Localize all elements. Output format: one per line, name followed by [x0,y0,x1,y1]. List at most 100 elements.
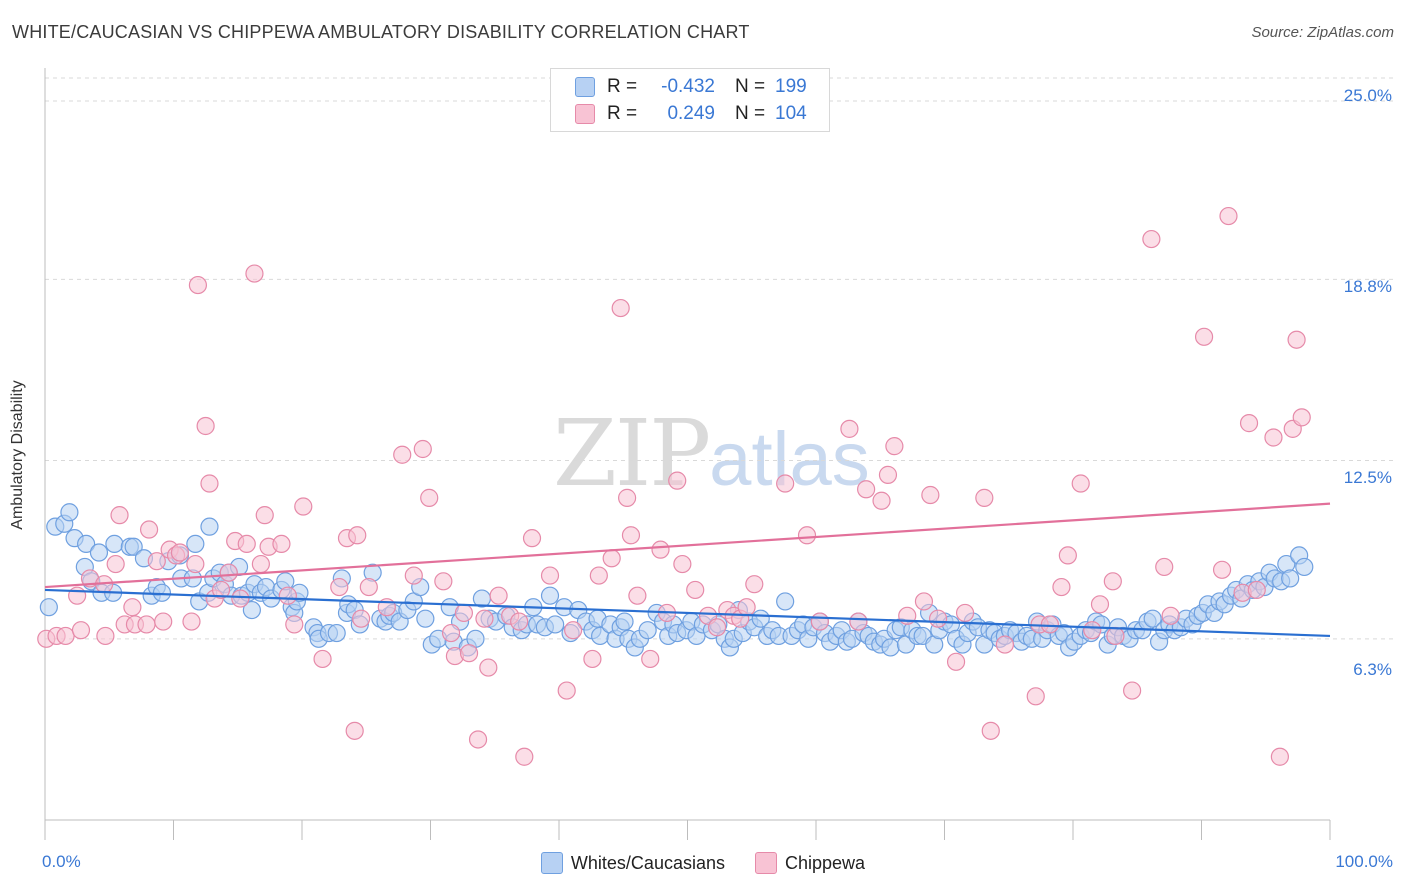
data-point [313,649,332,669]
data-point [776,474,795,493]
data-point [540,566,560,585]
data-point [1264,428,1283,447]
data-point [251,554,270,574]
data-point [71,621,91,640]
legend-n-label: N = [735,103,766,124]
data-point [946,652,966,671]
legend-r-value: 0.249 [667,103,715,124]
data-point [413,439,432,459]
data-point [995,635,1014,654]
data-point [615,612,634,631]
legend-row-chippewa: R = 0.249 N = 104 [575,102,815,126]
data-point [255,506,274,525]
data-point [651,540,670,559]
data-point [1103,572,1122,591]
y-tick-label: 6.3% [1353,660,1392,679]
data-point [77,534,96,554]
data-point [878,465,898,484]
data-point [1123,681,1142,700]
data-point [1292,408,1311,427]
data-point [1083,621,1102,640]
data-point [479,658,498,677]
trend-lines [44,502,1331,638]
data-point [611,298,630,318]
data-point [106,554,125,574]
data-point [245,264,264,283]
data-point [416,609,435,628]
data-point [981,721,1000,740]
data-point [707,618,727,637]
data-point [96,626,115,646]
data-point [330,577,349,597]
data-point [589,566,608,585]
data-point [557,681,576,700]
y-tick-label: 18.8% [1343,277,1392,296]
series-legend: Whites/Caucasians Chippewa [0,852,1406,874]
data-point [602,549,621,568]
data-point [68,586,87,605]
data-point [404,566,423,585]
data-point [454,603,474,623]
x-tick-label-max: 100.0% [1335,852,1393,871]
data-point [546,615,565,634]
data-point [522,529,542,548]
data-point [272,534,291,554]
data-point [668,471,687,490]
trend-line [44,588,1331,638]
data-point [219,563,238,582]
data-point [200,474,219,493]
data-point [618,488,637,507]
legend-label-chippewa: Chippewa [785,852,866,873]
data-point [345,721,364,740]
data-point [489,586,508,605]
data-point [154,612,173,631]
data-point [393,445,412,464]
data-point [475,609,494,628]
data-point [840,419,859,438]
legend-swatch-chippewa [575,104,595,124]
data-point [849,612,868,631]
series-chippewa-points [37,206,1311,766]
source-label: Source: ZipAtlas.com [1251,24,1394,41]
watermark-zip: ZIP [553,400,711,507]
legend-swatch-whites [540,852,563,874]
data-point [278,586,297,605]
data-point [745,575,764,594]
legend-swatch-whites [575,77,595,97]
data-point [147,552,166,571]
legend-r-label: R = [607,103,638,124]
data-point [975,488,994,507]
data-point [110,506,129,525]
data-point [56,626,75,646]
legend-item-chippewa: Chippewa [755,852,865,874]
data-point [123,598,142,617]
legend-r-label: R = [607,76,638,97]
data-point [1040,615,1059,634]
data-point [955,603,975,623]
data-point [420,488,439,507]
data-point [797,526,817,545]
data-point [196,416,215,436]
data-point [1239,414,1259,433]
data-point [1090,595,1110,614]
data-point [1194,327,1214,346]
data-point [810,612,829,631]
chart-title: WHITE/CAUCASIAN VS CHIPPEWA AMBULATORY D… [12,22,750,42]
data-point [434,572,453,591]
data-point [1155,557,1174,577]
data-point [881,638,900,657]
data-point [89,543,109,562]
data-point [872,491,891,510]
data-point [1287,330,1306,349]
data-point [914,592,934,611]
data-point [737,598,756,617]
data-point [1247,580,1266,600]
data-point [1161,606,1180,625]
data-point [564,621,583,640]
data-point [857,480,876,499]
data-point [1295,557,1314,577]
data-point [182,612,201,631]
x-tick-label-min: 0.0% [42,852,81,871]
legend-n-value: 104 [775,103,807,124]
data-point [188,275,208,295]
